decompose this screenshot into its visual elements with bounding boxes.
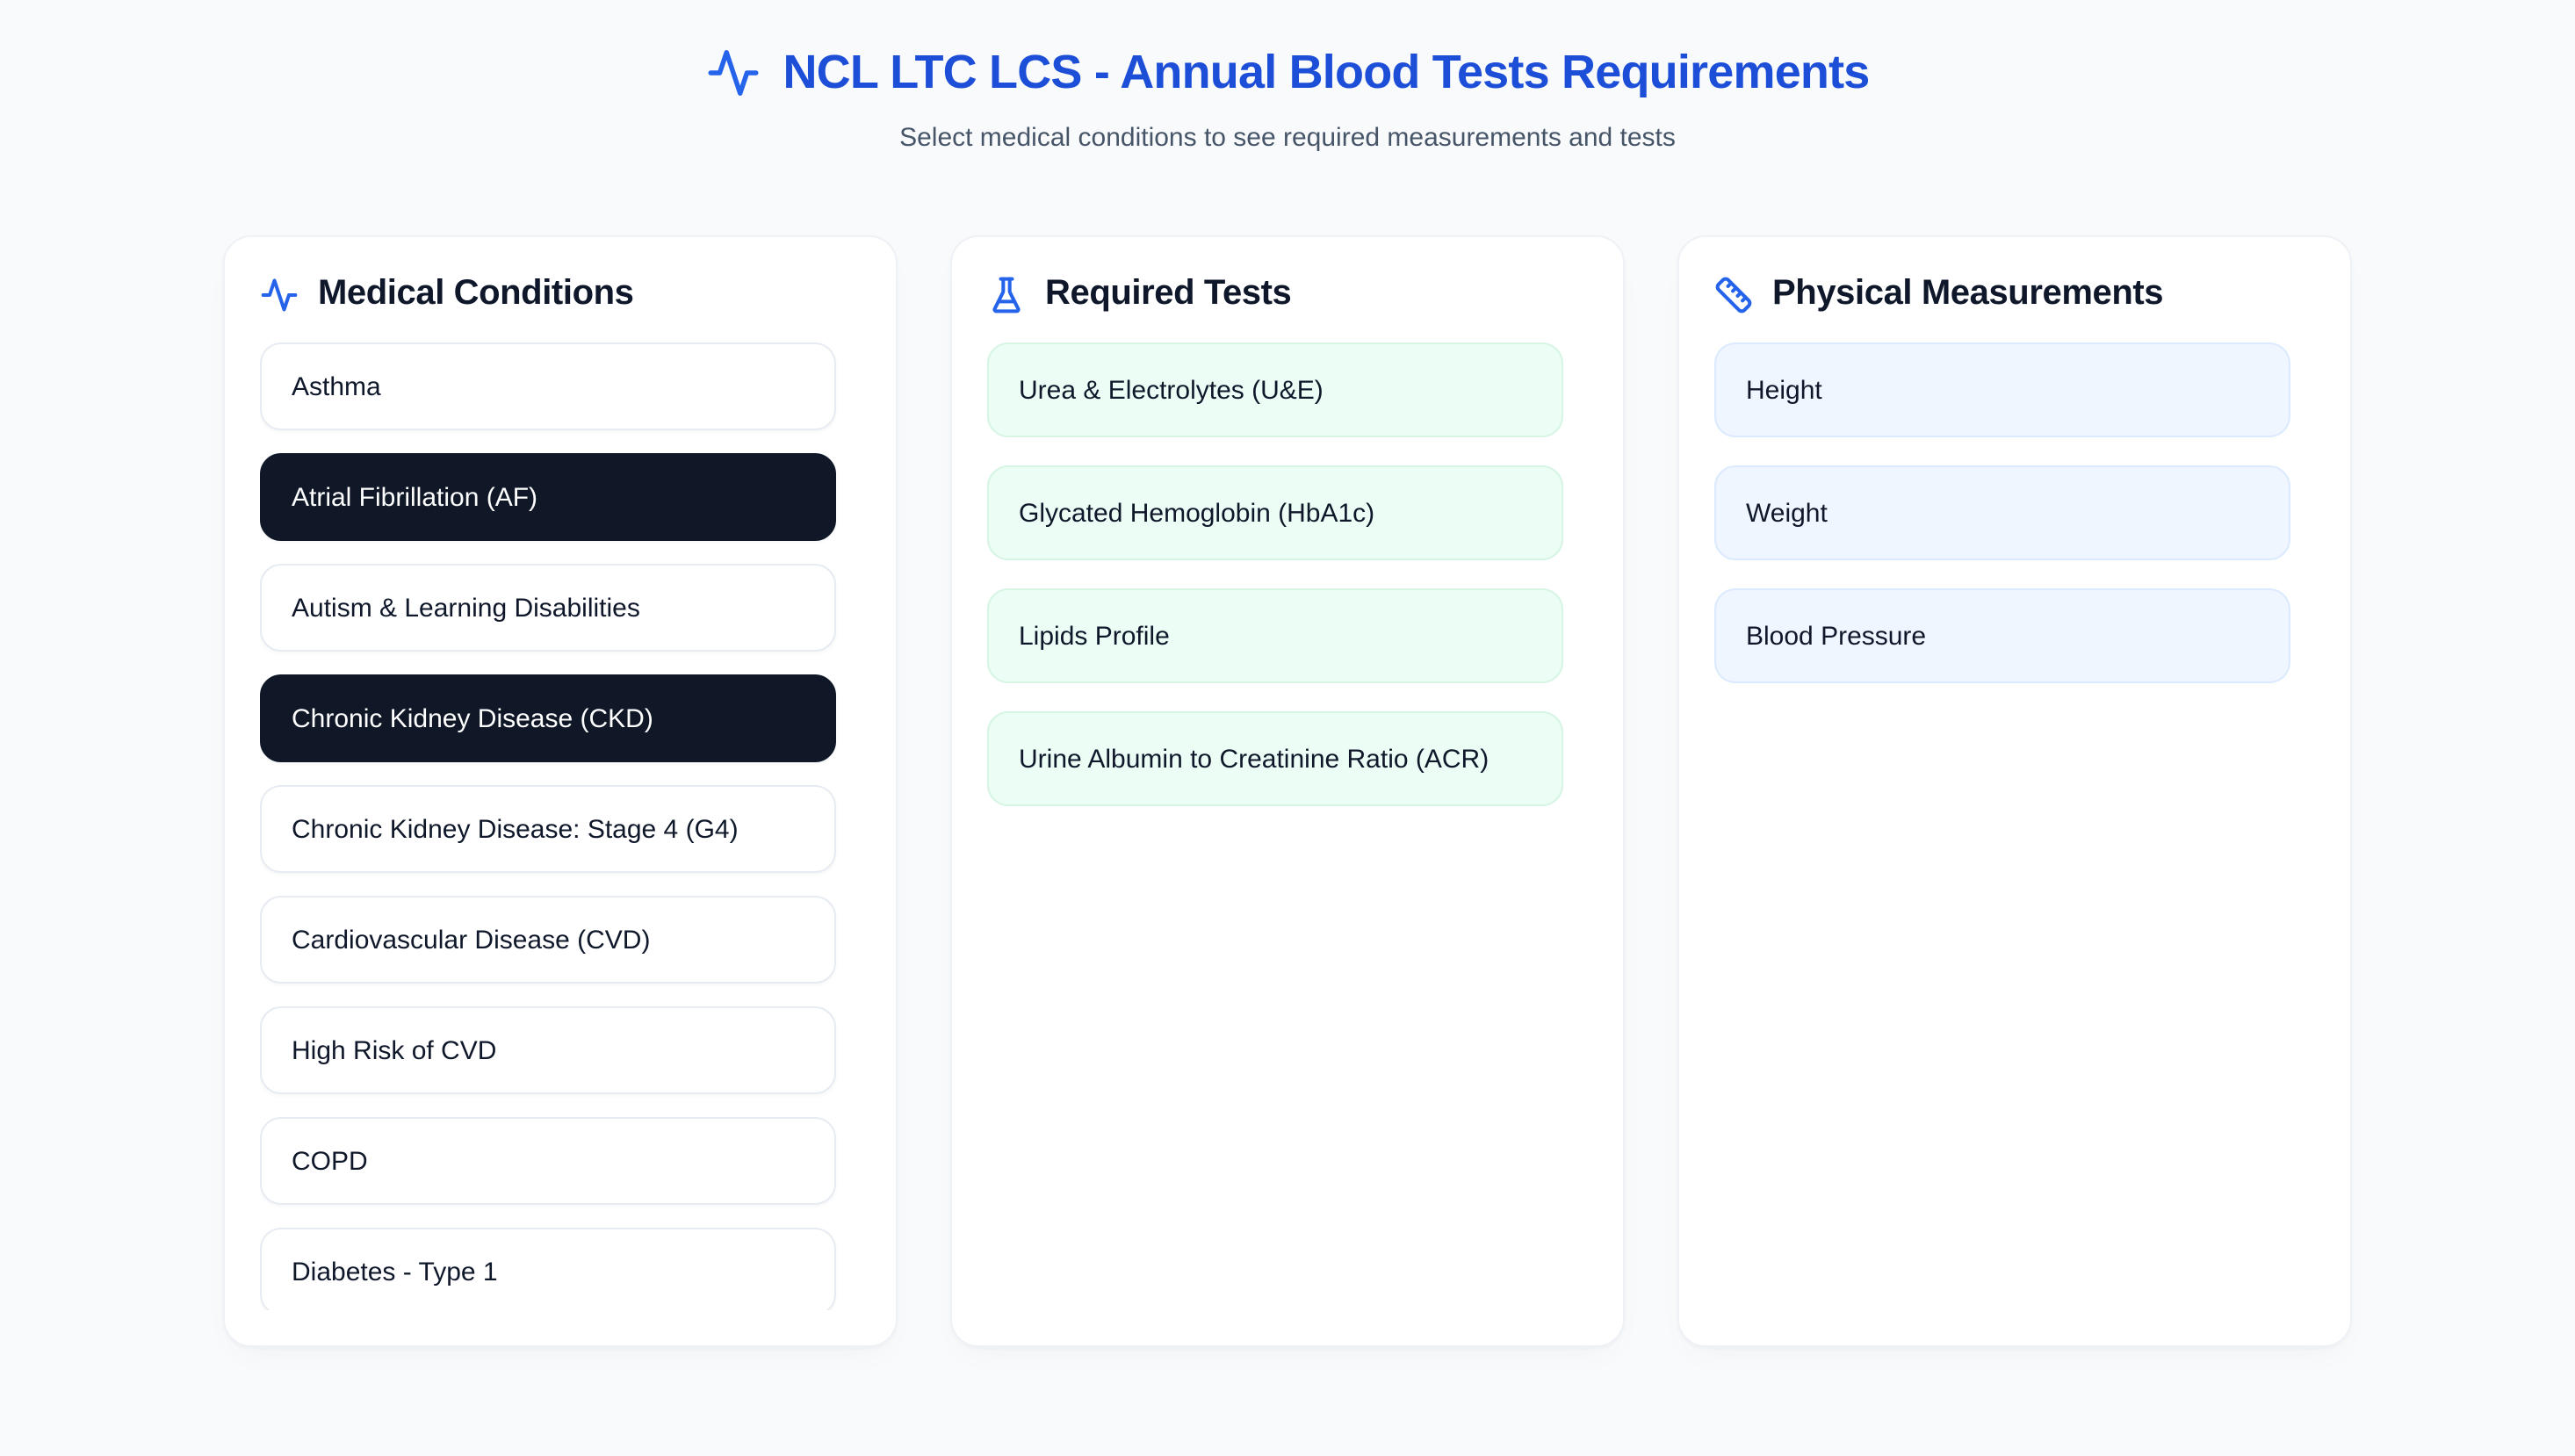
test-card-label: Glycated Hemoglobin (HbA1c) — [1019, 498, 1375, 528]
condition-card[interactable]: Cardiovascular Disease (CVD) — [260, 896, 836, 984]
condition-card-label: Cardiovascular Disease (CVD) — [292, 925, 651, 955]
app-header: NCL LTC LCS - Annual Blood Tests Require… — [0, 0, 2575, 153]
required-tests-title: Required Tests — [1045, 274, 1292, 313]
condition-card[interactable]: Asthma — [260, 342, 836, 430]
condition-card-label: Chronic Kidney Disease (CKD) — [292, 703, 653, 733]
panels-row: Medical Conditions Asthma Atrial Fibrilla… — [223, 235, 2352, 1347]
physical-measurements-panel: Physical Measurements Height Weight Blood … — [1677, 235, 2352, 1347]
condition-card-label: Chronic Kidney Disease: Stage 4 (G4) — [292, 814, 739, 844]
test-card[interactable]: Urea & Electrolytes (U&E) — [987, 342, 1563, 437]
condition-card-selected[interactable]: Atrial Fibrillation (AF) — [260, 453, 836, 541]
test-card[interactable]: Lipids Profile — [987, 588, 1563, 683]
measurement-card-label: Height — [1746, 375, 1822, 405]
medical-conditions-header: Medical Conditions — [260, 274, 861, 314]
title-row: NCL LTC LCS - Annual Blood Tests Require… — [0, 46, 2575, 100]
measurement-card[interactable]: Height — [1714, 342, 2290, 437]
medical-conditions-panel: Medical Conditions Asthma Atrial Fibrilla… — [223, 235, 898, 1347]
ruler-icon — [1714, 275, 1753, 314]
condition-card-label: Autism & Learning Disabilities — [292, 593, 640, 623]
physical-measurements-header: Physical Measurements — [1714, 274, 2315, 314]
physical-measurements-title: Physical Measurements — [1772, 274, 2164, 313]
condition-card-label: Atrial Fibrillation (AF) — [292, 482, 538, 512]
activity-icon — [260, 275, 299, 314]
measurement-card-label: Weight — [1746, 498, 1828, 528]
page-subtitle: Select medical conditions to see require… — [899, 123, 1676, 153]
measurement-card[interactable]: Blood Pressure — [1714, 588, 2290, 683]
condition-card[interactable]: High Risk of CVD — [260, 1006, 836, 1094]
condition-card[interactable]: Chronic Kidney Disease: Stage 4 (G4) — [260, 785, 836, 873]
conditions-list[interactable]: Asthma Atrial Fibrillation (AF) Autism & L… — [260, 342, 861, 1310]
tests-list: Urea & Electrolytes (U&E) Glycated Hemogl… — [987, 342, 1588, 806]
flask-icon — [987, 275, 1026, 314]
condition-card-label: High Risk of CVD — [292, 1035, 497, 1065]
activity-icon — [705, 46, 760, 100]
test-card[interactable]: Glycated Hemoglobin (HbA1c) — [987, 465, 1563, 560]
page-title: NCL LTC LCS - Annual Blood Tests Require… — [783, 46, 1870, 98]
condition-card[interactable]: COPD — [260, 1117, 836, 1205]
medical-conditions-title: Medical Conditions — [318, 274, 634, 313]
test-card-label: Urea & Electrolytes (U&E) — [1019, 375, 1324, 405]
measurement-card-label: Blood Pressure — [1746, 621, 1927, 651]
condition-card[interactable]: Diabetes - Type 1 — [260, 1228, 836, 1310]
condition-card-selected[interactable]: Chronic Kidney Disease (CKD) — [260, 674, 836, 762]
required-tests-panel: Required Tests Urea & Electrolytes (U&E)… — [950, 235, 1625, 1347]
condition-card-label: COPD — [292, 1146, 368, 1176]
test-card-label: Urine Albumin to Creatinine Ratio (ACR) — [1019, 744, 1489, 774]
test-card-label: Lipids Profile — [1019, 621, 1170, 651]
condition-card-label: Asthma — [292, 371, 381, 401]
required-tests-header: Required Tests — [987, 274, 1588, 314]
condition-card-label: Diabetes - Type 1 — [292, 1257, 498, 1287]
measurement-card[interactable]: Weight — [1714, 465, 2290, 560]
test-card[interactable]: Urine Albumin to Creatinine Ratio (ACR) — [987, 711, 1563, 806]
measurements-list: Height Weight Blood Pressure — [1714, 342, 2315, 683]
condition-card[interactable]: Autism & Learning Disabilities — [260, 564, 836, 652]
